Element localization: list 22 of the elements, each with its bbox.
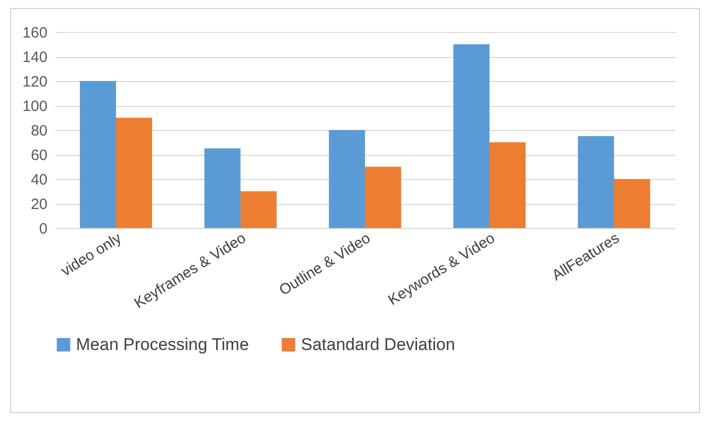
y-tick-label: 0 — [39, 220, 48, 238]
bar — [490, 142, 526, 228]
bar — [204, 148, 240, 228]
bar — [240, 191, 277, 228]
x-tick-label: video only — [58, 229, 125, 280]
bar — [365, 166, 402, 228]
bar — [578, 136, 614, 228]
bar — [80, 81, 116, 228]
y-tick-label: 20 — [30, 196, 48, 213]
y-tick-label: 120 — [22, 74, 48, 90]
bar — [116, 118, 152, 228]
bar — [614, 179, 650, 228]
y-tick-label: 60 — [30, 147, 48, 164]
y-tick-label: 140 — [22, 49, 48, 66]
bar — [328, 130, 365, 228]
y-tick-label: 100 — [22, 98, 48, 115]
bar — [453, 44, 490, 228]
y-tick-label: 80 — [30, 122, 48, 140]
y-tick-label: 40 — [30, 172, 48, 188]
legend-label: Satandard Deviation — [301, 334, 456, 354]
y-tick-label: 160 — [22, 24, 48, 42]
legend-label: Mean Processing Time — [76, 334, 249, 354]
